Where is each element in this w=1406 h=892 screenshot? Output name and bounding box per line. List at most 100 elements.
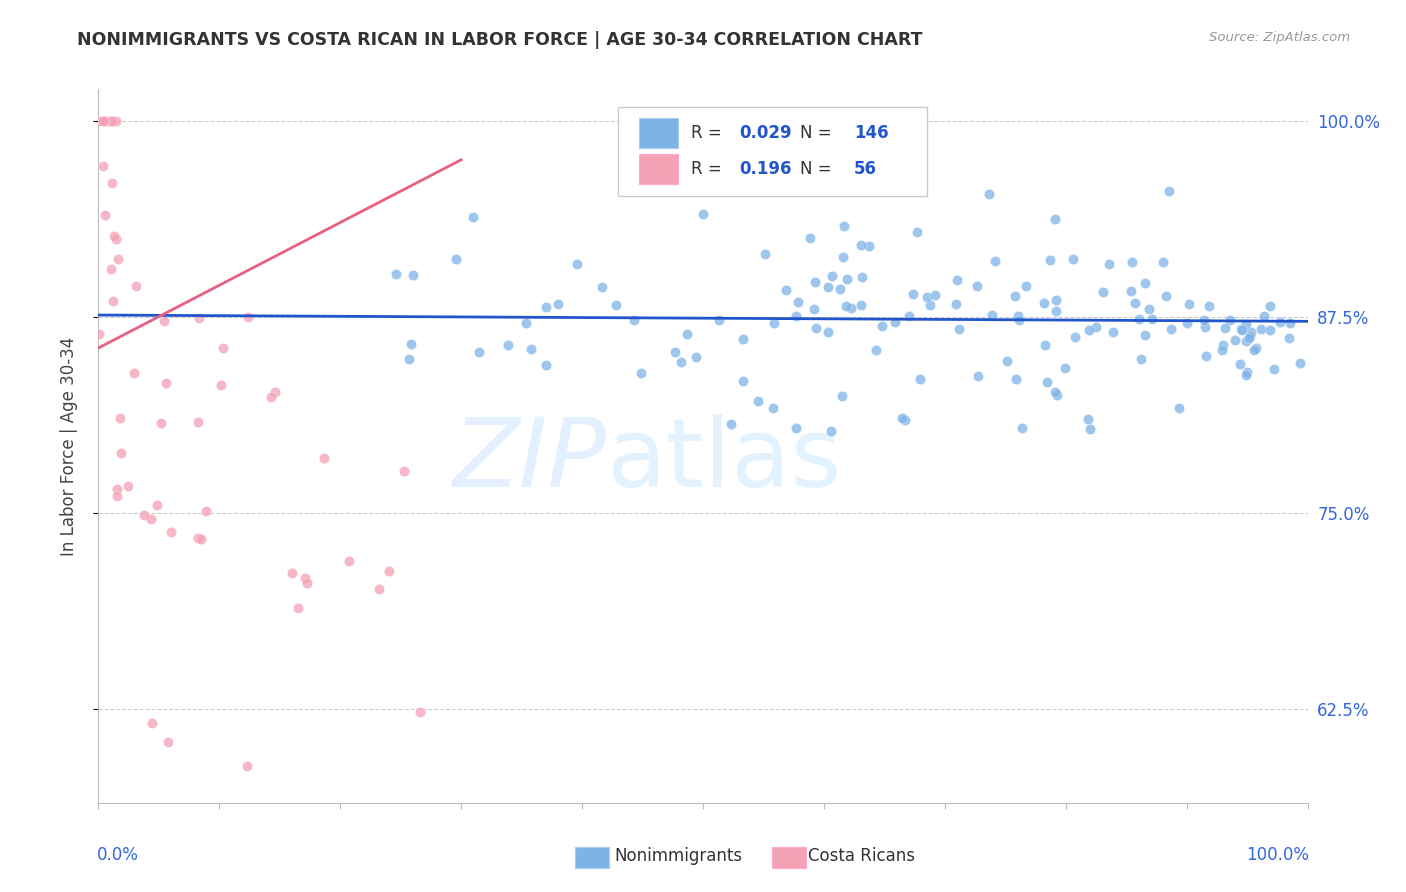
- Point: [977, 187, 1000, 202]
- Point: [1092, 285, 1115, 299]
- Point: [297, 575, 319, 590]
- Point: [1064, 330, 1087, 344]
- Point: [785, 309, 807, 323]
- Point: [93, 208, 115, 222]
- Point: [707, 313, 730, 327]
- Point: [1258, 322, 1281, 336]
- Point: [1152, 255, 1174, 269]
- Point: [1129, 352, 1152, 367]
- Text: 100.0%: 100.0%: [1246, 846, 1309, 863]
- Point: [907, 225, 929, 239]
- Point: [1278, 316, 1301, 330]
- Point: [1229, 357, 1251, 371]
- Point: [1263, 361, 1285, 376]
- Point: [733, 332, 755, 346]
- Point: [1278, 331, 1301, 345]
- Point: [1268, 315, 1291, 329]
- Point: [160, 525, 183, 540]
- Point: [1211, 343, 1233, 357]
- Point: [1243, 343, 1265, 358]
- Point: [1244, 341, 1267, 355]
- Point: [101, 177, 124, 191]
- Point: [1236, 365, 1258, 379]
- Point: [89, 113, 111, 128]
- Point: [157, 735, 180, 749]
- Point: [1128, 312, 1150, 326]
- Point: [1062, 252, 1084, 267]
- Point: [153, 314, 176, 328]
- Point: [849, 297, 872, 311]
- Point: [890, 411, 912, 425]
- Point: [831, 389, 853, 403]
- Point: [834, 219, 856, 233]
- Text: Source: ZipAtlas.com: Source: ZipAtlas.com: [1209, 31, 1350, 45]
- Point: [534, 300, 557, 314]
- Point: [1230, 323, 1253, 337]
- Text: 0.196: 0.196: [740, 161, 792, 178]
- Point: [1225, 333, 1247, 347]
- Text: 0.029: 0.029: [740, 125, 792, 143]
- Point: [1008, 312, 1031, 326]
- Point: [117, 478, 139, 492]
- Point: [187, 311, 209, 326]
- Point: [1015, 279, 1038, 293]
- Point: [1045, 211, 1067, 226]
- Point: [787, 294, 810, 309]
- Text: N =: N =: [800, 125, 837, 143]
- Point: [264, 384, 287, 399]
- Point: [91, 113, 114, 128]
- Bar: [638, 154, 678, 184]
- FancyBboxPatch shape: [619, 107, 927, 196]
- Point: [1123, 295, 1146, 310]
- Point: [1212, 338, 1234, 352]
- Point: [93, 113, 115, 128]
- Point: [903, 287, 925, 301]
- Point: [195, 504, 218, 518]
- Point: [910, 371, 932, 385]
- Point: [1198, 299, 1220, 313]
- Point: [747, 394, 769, 409]
- Point: [1234, 334, 1257, 348]
- Point: [820, 424, 842, 438]
- Point: [122, 366, 145, 380]
- Point: [851, 269, 873, 284]
- Point: [762, 401, 785, 416]
- Point: [918, 298, 941, 312]
- Point: [1011, 421, 1033, 435]
- Point: [997, 353, 1019, 368]
- Point: [1137, 302, 1160, 317]
- Point: [1239, 329, 1261, 343]
- Point: [368, 582, 391, 596]
- Point: [1229, 321, 1251, 335]
- Point: [1045, 387, 1067, 401]
- Point: [946, 273, 969, 287]
- Point: [623, 312, 645, 326]
- Point: [883, 315, 905, 329]
- Point: [799, 230, 821, 244]
- Point: [851, 237, 873, 252]
- Point: [212, 341, 235, 355]
- Point: [534, 359, 557, 373]
- Point: [591, 280, 613, 294]
- Text: Nonimmigrants: Nonimmigrants: [614, 847, 742, 865]
- Point: [1250, 322, 1272, 336]
- Point: [835, 299, 858, 313]
- Point: [1240, 325, 1263, 339]
- Point: [444, 252, 467, 267]
- Point: [858, 239, 880, 253]
- Point: [1178, 297, 1201, 311]
- Point: [1080, 422, 1102, 436]
- Point: [966, 369, 988, 384]
- Point: [337, 554, 360, 568]
- Point: [785, 421, 807, 435]
- Point: [1035, 375, 1057, 389]
- Point: [821, 269, 844, 284]
- Point: [837, 271, 859, 285]
- Point: [260, 390, 283, 404]
- Text: ZIP: ZIP: [453, 414, 606, 507]
- Text: atlas: atlas: [606, 414, 841, 507]
- Point: [1239, 331, 1261, 345]
- Point: [664, 345, 686, 359]
- Point: [630, 367, 652, 381]
- Point: [754, 247, 776, 261]
